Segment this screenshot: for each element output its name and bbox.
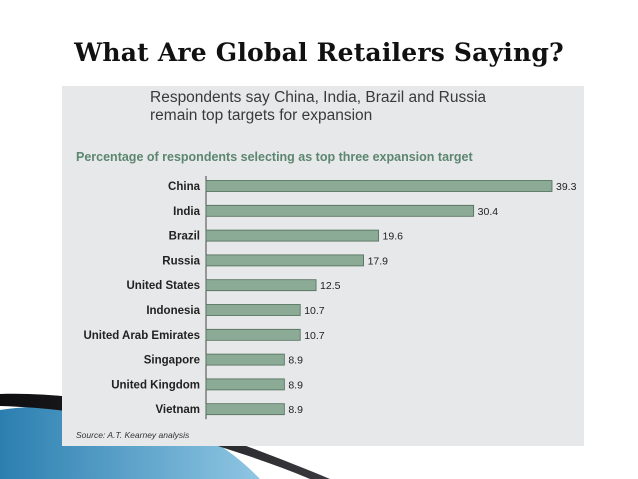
bar	[205, 353, 285, 366]
figure-subtitle-line-1: Respondents say China, India, Brazil and…	[150, 89, 487, 106]
value-label: 10.7	[304, 330, 325, 342]
source-note: Source: A.T. Kearney analysis	[76, 430, 190, 440]
bar	[205, 403, 285, 416]
chart-title: Percentage of respondents selecting as t…	[76, 150, 473, 164]
category-label: Indonesia	[146, 305, 200, 317]
category-label: Vietnam	[155, 404, 200, 416]
category-label: Brazil	[169, 231, 200, 243]
bar	[205, 279, 317, 292]
value-label: 39.3	[556, 181, 577, 193]
figure-subtitle-line-2: remain top targets for expansion	[150, 107, 373, 124]
bar	[205, 378, 285, 391]
value-label: 12.5	[320, 280, 341, 292]
value-label: 8.9	[288, 355, 303, 367]
category-label: Russia	[162, 255, 200, 267]
bar	[205, 180, 553, 192]
category-label: United States	[127, 280, 201, 292]
bar	[205, 328, 301, 341]
swoosh-dark-band	[0, 393, 330, 479]
value-label: 10.7	[304, 305, 325, 317]
bar	[205, 304, 301, 316]
slide-title: What Are Global Retailers Saying?	[74, 38, 564, 67]
figure-subtitle: Respondents say China, India, Brazil and…	[150, 89, 570, 125]
category-label: China	[168, 181, 201, 193]
category-label: Singapore	[144, 355, 200, 367]
category-label: United Kingdom	[111, 379, 200, 391]
category-label: India	[173, 206, 200, 218]
value-label: 8.9	[288, 379, 303, 391]
bar	[205, 254, 364, 267]
category-label: United Arab Emirates	[83, 330, 200, 342]
value-label: 17.9	[368, 255, 389, 267]
bar	[205, 229, 379, 242]
value-label: 8.9	[288, 404, 303, 416]
value-label: 30.4	[478, 206, 499, 218]
value-label: 19.6	[383, 231, 404, 243]
bar	[205, 204, 475, 217]
